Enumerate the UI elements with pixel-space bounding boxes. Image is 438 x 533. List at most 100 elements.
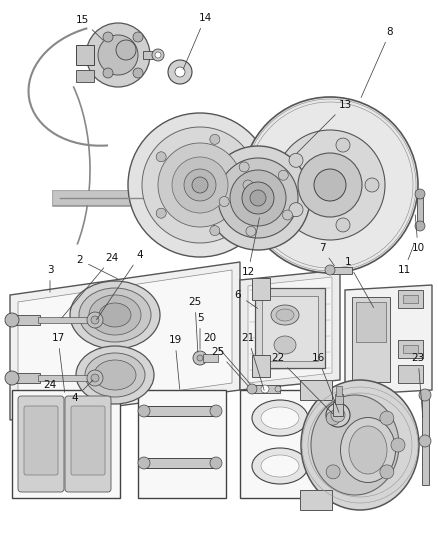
Bar: [38, 375, 93, 381]
Bar: [422, 395, 429, 439]
Circle shape: [283, 210, 293, 220]
Circle shape: [86, 23, 150, 87]
Bar: [252, 355, 270, 377]
Ellipse shape: [94, 360, 136, 390]
Circle shape: [175, 67, 185, 77]
Ellipse shape: [274, 336, 296, 354]
Bar: [255, 288, 325, 368]
Circle shape: [206, 146, 310, 250]
Text: 4: 4: [96, 250, 143, 320]
Circle shape: [210, 134, 220, 144]
Text: 3: 3: [47, 265, 53, 292]
Bar: [262, 296, 318, 361]
Circle shape: [250, 190, 266, 206]
Circle shape: [87, 312, 103, 328]
Circle shape: [91, 374, 99, 382]
Bar: [240, 390, 320, 498]
Bar: [144, 406, 216, 416]
Circle shape: [275, 130, 385, 240]
Bar: [252, 385, 280, 393]
Polygon shape: [18, 270, 232, 413]
Circle shape: [138, 405, 150, 417]
Ellipse shape: [252, 400, 308, 436]
Text: 13: 13: [297, 100, 352, 153]
Bar: [252, 278, 270, 300]
Text: 12: 12: [241, 217, 259, 277]
Bar: [76, 70, 94, 82]
Ellipse shape: [276, 309, 294, 321]
Text: 17: 17: [51, 333, 65, 392]
Circle shape: [326, 411, 340, 425]
Text: 15: 15: [75, 15, 103, 40]
Ellipse shape: [79, 288, 151, 342]
Circle shape: [133, 32, 143, 42]
Bar: [398, 290, 423, 308]
Bar: [12, 315, 40, 325]
Bar: [138, 390, 226, 498]
Text: 8: 8: [361, 27, 393, 98]
Bar: [335, 394, 343, 404]
Circle shape: [116, 40, 136, 60]
Ellipse shape: [261, 455, 299, 477]
Circle shape: [391, 438, 405, 452]
Bar: [417, 194, 423, 226]
Polygon shape: [20, 398, 62, 490]
Circle shape: [230, 170, 286, 226]
Circle shape: [103, 68, 113, 78]
Circle shape: [155, 52, 161, 58]
Text: 19: 19: [168, 335, 182, 389]
Bar: [300, 380, 332, 400]
Bar: [143, 51, 158, 59]
Bar: [336, 386, 342, 396]
Circle shape: [380, 465, 394, 479]
Circle shape: [138, 457, 150, 469]
Circle shape: [5, 313, 19, 327]
Circle shape: [87, 370, 103, 386]
Text: 11: 11: [397, 245, 414, 275]
FancyBboxPatch shape: [18, 396, 64, 492]
Circle shape: [243, 180, 253, 190]
Circle shape: [197, 355, 203, 361]
Circle shape: [247, 384, 257, 394]
Circle shape: [210, 225, 220, 236]
Circle shape: [298, 153, 362, 217]
Text: 16: 16: [311, 353, 339, 413]
Text: 24: 24: [62, 253, 119, 318]
Circle shape: [365, 178, 379, 192]
Circle shape: [336, 138, 350, 152]
Bar: [12, 373, 40, 383]
Bar: [76, 45, 94, 65]
Polygon shape: [10, 262, 240, 420]
Circle shape: [172, 157, 228, 213]
Text: 24: 24: [43, 380, 57, 390]
Ellipse shape: [311, 395, 399, 495]
Bar: [403, 345, 418, 353]
Ellipse shape: [252, 448, 308, 484]
Circle shape: [219, 197, 229, 207]
Ellipse shape: [349, 426, 387, 474]
Polygon shape: [240, 270, 340, 390]
Bar: [38, 317, 93, 323]
Circle shape: [261, 385, 269, 393]
Text: 2: 2: [77, 255, 117, 279]
Polygon shape: [345, 285, 432, 395]
Circle shape: [142, 127, 258, 243]
Circle shape: [380, 411, 394, 425]
Circle shape: [415, 221, 425, 231]
Ellipse shape: [85, 353, 145, 397]
Circle shape: [168, 60, 192, 84]
Circle shape: [103, 32, 113, 42]
FancyBboxPatch shape: [71, 406, 105, 475]
Circle shape: [193, 351, 207, 365]
Text: 21: 21: [241, 333, 264, 390]
Bar: [333, 402, 343, 416]
Text: 25: 25: [212, 347, 248, 386]
Circle shape: [246, 226, 256, 236]
Text: 25: 25: [188, 297, 201, 352]
Bar: [356, 302, 386, 342]
Text: 10: 10: [411, 215, 424, 253]
Circle shape: [331, 408, 345, 422]
Text: 7: 7: [319, 243, 334, 266]
Bar: [12, 390, 120, 498]
Ellipse shape: [89, 295, 141, 335]
